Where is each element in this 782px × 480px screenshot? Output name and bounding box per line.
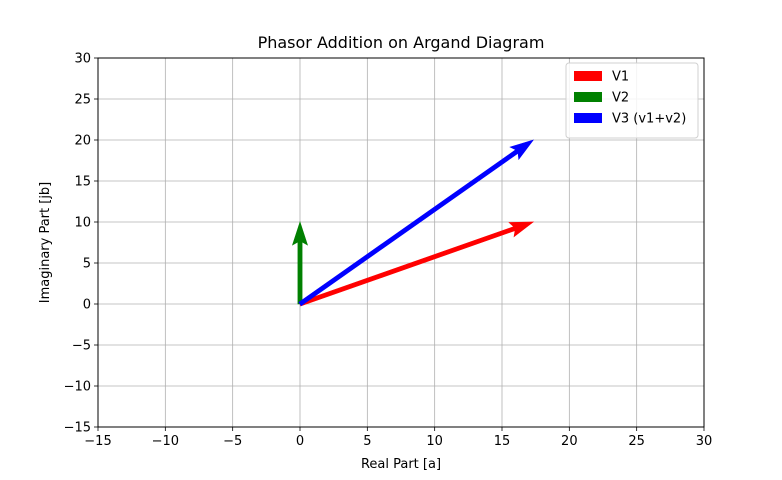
x-tick-label: 25 [628, 434, 645, 449]
legend-entry-label: V3 (v1+v2) [612, 112, 686, 127]
y-tick-label: 5 [83, 257, 91, 272]
chart-title: Phasor Addition on Argand Diagram [258, 33, 545, 52]
y-tick-label: −15 [64, 421, 91, 436]
x-axis-label: Real Part [a] [361, 457, 441, 472]
x-tick-label: 20 [561, 434, 578, 449]
x-tick-label: −10 [152, 434, 179, 449]
y-axis-label: Imaginary Part [jb] [38, 182, 53, 304]
legend-swatch [574, 71, 602, 81]
y-tick-label: −10 [64, 380, 91, 395]
y-tick-label: −5 [72, 339, 91, 354]
x-tick-label: −5 [223, 434, 242, 449]
x-tick-label: −15 [84, 434, 111, 449]
x-tick-label: 15 [494, 434, 511, 449]
y-tick-label: 20 [74, 134, 91, 149]
legend-entry-label: V2 [612, 91, 629, 106]
legend-swatch [574, 92, 602, 102]
x-tick-label: 0 [296, 434, 304, 449]
y-tick-label: 0 [83, 298, 91, 313]
y-tick-label: 15 [74, 175, 91, 190]
y-tick-label: 30 [74, 52, 91, 67]
x-tick-label: 5 [363, 434, 371, 449]
x-tick-label: 10 [426, 434, 443, 449]
legend-swatch [574, 113, 602, 123]
x-tick-label: 30 [696, 434, 713, 449]
y-tick-label: 10 [74, 216, 91, 231]
legend-entry-label: V1 [612, 70, 629, 85]
legend: V1 V2 V3 (v1+v2) [566, 63, 698, 138]
y-tick-label: 25 [74, 93, 91, 108]
